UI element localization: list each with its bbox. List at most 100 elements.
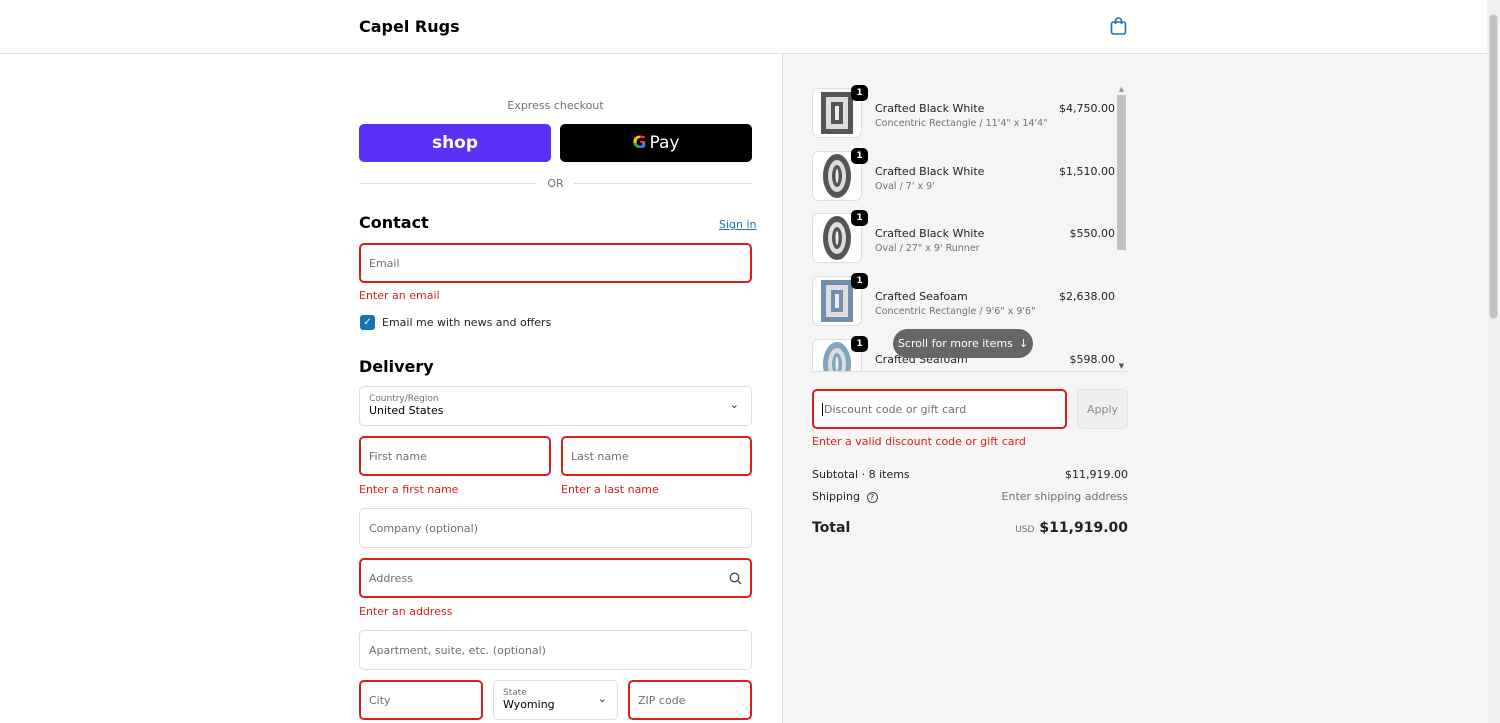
divider xyxy=(359,183,537,184)
country-select[interactable]: Country/Region United States ⌄ xyxy=(359,386,752,426)
email-field[interactable]: Email xyxy=(359,243,752,283)
country-value: United States xyxy=(369,404,444,417)
product-name: Crafted Seafoam xyxy=(875,290,968,304)
apply-discount-button[interactable]: Apply xyxy=(1077,389,1128,429)
product-thumbnail xyxy=(812,88,862,138)
first-name-placeholder: First name xyxy=(369,449,427,463)
total-value: $11,919.00 xyxy=(1039,520,1128,536)
last-name-field[interactable]: Last name xyxy=(561,436,752,476)
zip-placeholder: ZIP code xyxy=(638,693,686,707)
subtotal-label: Subtotal · 8 items xyxy=(812,468,910,481)
product-price: $2,638.00 xyxy=(1059,290,1115,304)
cart-item: 1 Crafted Black White Concentric Rectang… xyxy=(812,85,1116,143)
rug-thumbnail-image xyxy=(823,216,851,261)
product-name: Crafted Black White xyxy=(875,164,985,178)
search-icon[interactable] xyxy=(729,572,742,585)
or-separator: OR xyxy=(547,177,564,190)
chevron-down-icon: ⌄ xyxy=(729,398,739,411)
city-placeholder: City xyxy=(369,693,391,707)
cart-item: 1 Crafted Black White Oval / 27" x 9' Ru… xyxy=(812,210,1116,268)
arrow-down-icon: ↓ xyxy=(1018,337,1029,350)
address-placeholder: Address xyxy=(369,571,413,585)
email-placeholder: Email xyxy=(369,256,400,270)
apartment-placeholder: Apartment, suite, etc. (optional) xyxy=(369,643,546,657)
rug-thumbnail-image xyxy=(823,341,851,371)
company-placeholder: Company (optional) xyxy=(369,521,478,535)
cart-item: 1 Crafted Seafoam Concentric Rectangle /… xyxy=(812,273,1116,331)
total-row: Total USD $11,919.00 xyxy=(812,520,1128,536)
newsletter-label: Email me with news and offers xyxy=(382,316,552,329)
last-name-error: Enter a last name xyxy=(561,483,659,496)
subtotal-row: Subtotal · 8 items $11,919.00 xyxy=(812,468,1128,481)
product-price: $1,510.00 xyxy=(1059,164,1115,178)
address-error: Enter an address xyxy=(359,605,453,618)
quantity-badge: 1 xyxy=(851,85,868,101)
discount-error: Enter a valid discount code or gift card xyxy=(812,435,1026,448)
quantity-badge: 1 xyxy=(851,273,868,290)
product-variant: Oval / 7' x 9' xyxy=(875,180,935,192)
google-pay-label: Pay xyxy=(649,133,680,153)
state-select[interactable]: State Wyoming ⌄ xyxy=(493,680,618,720)
zip-field[interactable]: ZIP code xyxy=(628,680,752,720)
shipping-label: Shipping xyxy=(812,490,860,503)
country-label: Country/Region xyxy=(369,394,439,404)
shop-pay-button[interactable]: shop xyxy=(359,124,551,162)
apartment-field[interactable]: Apartment, suite, etc. (optional) xyxy=(359,630,752,670)
product-price: $4,750.00 xyxy=(1059,102,1115,115)
order-summary-panel xyxy=(782,54,1487,723)
first-name-field[interactable]: First name xyxy=(359,436,551,476)
shipping-value: Enter shipping address xyxy=(1001,490,1128,503)
quantity-badge: 1 xyxy=(851,210,868,227)
product-name: Crafted Black White xyxy=(875,227,985,241)
sign-in-link[interactable]: Sign in xyxy=(719,218,757,231)
scroll-up-arrow-icon[interactable]: ▲ xyxy=(1118,85,1125,93)
chevron-down-icon: ⌄ xyxy=(597,692,607,705)
scroll-down-arrow-icon[interactable]: ▼ xyxy=(1118,362,1125,370)
express-checkout-label: Express checkout xyxy=(507,99,604,112)
store-brand[interactable]: Capel Rugs xyxy=(359,17,460,36)
shopping-bag-icon[interactable] xyxy=(1110,17,1127,35)
subtotal-value: $11,919.00 xyxy=(1065,468,1128,481)
product-thumbnail xyxy=(812,276,862,327)
product-variant: Concentric Rectangle / 9'6" x 9'6" xyxy=(875,306,1036,318)
state-label: State xyxy=(503,688,527,698)
scroll-for-more-button[interactable]: Scroll for more items ↓ xyxy=(893,329,1033,358)
google-g-icon: G xyxy=(632,133,647,153)
product-price: $598.00 xyxy=(1069,352,1116,366)
product-thumbnail xyxy=(812,150,862,201)
scrollbar-thumb[interactable] xyxy=(1117,95,1126,250)
contact-heading: Contact xyxy=(359,213,429,232)
rug-thumbnail-image xyxy=(821,280,853,323)
last-name-placeholder: Last name xyxy=(571,449,629,463)
discount-code-field[interactable]: Discount code or gift card xyxy=(812,389,1067,429)
quantity-badge: 1 xyxy=(851,335,868,352)
rug-thumbnail-image xyxy=(821,92,853,134)
email-error: Enter an email xyxy=(359,289,440,302)
discount-placeholder: Discount code or gift card xyxy=(822,402,967,416)
product-variant: Concentric Rectangle / 11'4" x 14'4" xyxy=(875,118,1048,129)
header xyxy=(0,0,1487,54)
cart-items-list[interactable]: 1 Crafted Black White Concentric Rectang… xyxy=(812,85,1128,372)
first-name-error: Enter a first name xyxy=(359,483,459,496)
product-name: Crafted Black White xyxy=(875,102,985,115)
apply-label: Apply xyxy=(1086,402,1119,416)
cart-item: 1 Crafted Black White Oval / 7' x 9' $1,… xyxy=(812,147,1116,206)
delivery-heading: Delivery xyxy=(359,357,434,376)
help-icon[interactable]: ? xyxy=(866,492,878,503)
quantity-badge: 1 xyxy=(851,147,868,164)
company-field[interactable]: Company (optional) xyxy=(359,508,752,548)
address-field[interactable]: Address xyxy=(359,558,752,598)
shipping-row: Shipping ? Enter shipping address xyxy=(812,490,1128,503)
city-field[interactable]: City xyxy=(359,680,483,720)
total-label: Total xyxy=(812,520,851,536)
shop-pay-logo: shop xyxy=(431,133,479,153)
newsletter-checkbox[interactable]: ✓ xyxy=(360,315,375,330)
product-variant: Oval / 27" x 9' Runner xyxy=(875,243,980,255)
state-value: Wyoming xyxy=(503,698,555,711)
cart-scrollbar[interactable]: ▲ ▼ xyxy=(1116,85,1127,372)
google-pay-button[interactable]: G Pay xyxy=(560,124,752,162)
product-price: $550.00 xyxy=(1069,227,1116,241)
scroll-hint-label: Scroll for more items xyxy=(897,337,1013,350)
currency-code: USD xyxy=(1015,525,1035,535)
page-scrollbar[interactable] xyxy=(1487,0,1500,723)
